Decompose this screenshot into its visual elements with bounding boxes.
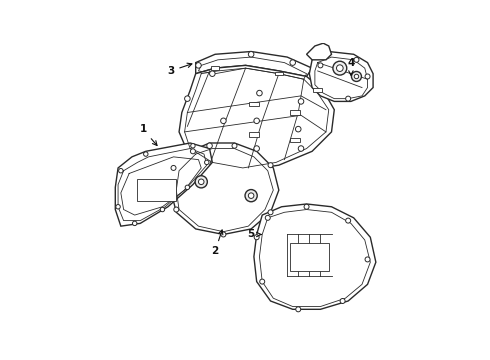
Circle shape [254, 235, 259, 240]
Circle shape [296, 307, 301, 312]
Bar [290, 243, 329, 270]
Circle shape [185, 185, 190, 190]
Circle shape [185, 96, 190, 102]
Bar [249, 102, 259, 107]
Circle shape [198, 179, 204, 185]
Circle shape [245, 190, 257, 202]
Text: 4: 4 [347, 58, 355, 75]
Circle shape [248, 193, 254, 198]
Circle shape [174, 207, 179, 212]
Bar [314, 89, 322, 92]
Circle shape [351, 72, 362, 81]
Circle shape [260, 279, 265, 284]
Circle shape [210, 71, 215, 76]
Bar [275, 72, 283, 75]
Circle shape [196, 63, 201, 68]
Circle shape [365, 74, 370, 79]
Polygon shape [254, 204, 376, 309]
Circle shape [295, 126, 301, 132]
Circle shape [232, 143, 237, 148]
Bar [138, 179, 176, 201]
Circle shape [160, 207, 165, 212]
Circle shape [345, 96, 351, 101]
Circle shape [171, 166, 176, 170]
Circle shape [144, 152, 148, 156]
Circle shape [354, 57, 359, 62]
Polygon shape [179, 66, 334, 171]
Polygon shape [309, 51, 373, 102]
Text: 2: 2 [212, 230, 223, 256]
Circle shape [265, 215, 270, 220]
Text: 1: 1 [139, 124, 157, 145]
Circle shape [116, 204, 120, 209]
Polygon shape [307, 43, 332, 60]
Circle shape [304, 204, 309, 209]
Bar [249, 132, 259, 137]
Circle shape [268, 163, 273, 168]
Polygon shape [115, 143, 212, 226]
Polygon shape [196, 51, 312, 76]
Circle shape [204, 160, 209, 165]
Circle shape [207, 143, 212, 149]
Circle shape [119, 168, 123, 173]
Circle shape [257, 90, 262, 96]
Circle shape [254, 146, 259, 151]
Circle shape [298, 99, 304, 104]
Circle shape [220, 118, 226, 123]
Circle shape [268, 210, 273, 215]
Circle shape [191, 149, 196, 154]
Circle shape [337, 65, 343, 72]
Circle shape [345, 218, 351, 223]
Circle shape [132, 221, 137, 226]
Circle shape [365, 257, 370, 262]
Text: 3: 3 [167, 63, 192, 76]
Bar [291, 110, 300, 115]
Circle shape [298, 146, 304, 151]
Circle shape [333, 61, 347, 75]
Circle shape [195, 176, 207, 188]
Circle shape [340, 298, 345, 303]
Circle shape [354, 74, 359, 79]
Circle shape [290, 60, 295, 66]
Text: 5: 5 [247, 229, 261, 239]
Circle shape [248, 51, 254, 57]
Bar [211, 66, 219, 69]
Circle shape [221, 232, 226, 237]
Polygon shape [171, 143, 279, 234]
Bar [291, 138, 300, 143]
Circle shape [254, 118, 259, 123]
Circle shape [191, 144, 195, 148]
Circle shape [318, 63, 323, 68]
